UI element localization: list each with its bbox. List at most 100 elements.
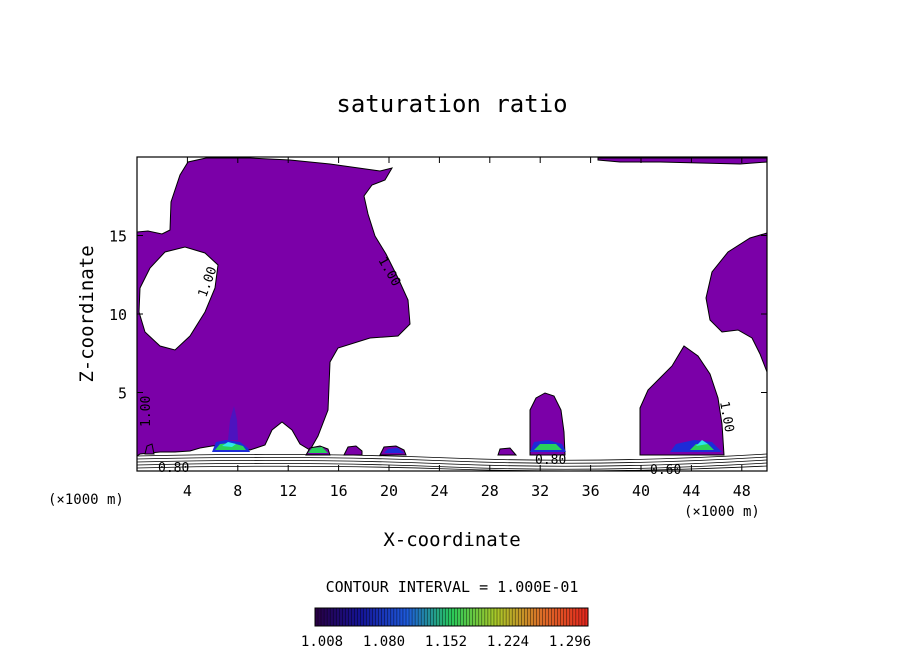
colorbar-swatch bbox=[406, 608, 410, 626]
colorbar-swatch bbox=[566, 608, 571, 626]
colorbar-swatch bbox=[339, 608, 343, 626]
colorbar-swatch bbox=[551, 608, 555, 626]
x-axis-label: X-coordinate bbox=[383, 529, 520, 551]
colorbar-swatch bbox=[475, 608, 480, 626]
x-tick-label: 28 bbox=[481, 482, 499, 500]
colorbar-swatch bbox=[469, 608, 474, 626]
colorbar-swatch bbox=[584, 608, 589, 626]
colorbar-swatch bbox=[536, 608, 540, 626]
colorbar-swatch bbox=[409, 608, 413, 626]
colorbar-swatch bbox=[433, 608, 437, 626]
colorbar-label: 1.080 bbox=[363, 634, 405, 650]
colorbar-swatch bbox=[430, 608, 434, 626]
y-axis-ticks: 5 10 15 bbox=[109, 228, 767, 403]
x-tick-label: 40 bbox=[632, 482, 650, 500]
colorbar-swatch bbox=[330, 608, 334, 626]
colorbar-swatch bbox=[363, 608, 367, 626]
colorbar-labels: 1.008 1.080 1.152 1.224 1.296 bbox=[301, 634, 591, 650]
colorbar-swatch bbox=[460, 608, 464, 626]
colorbar-swatch bbox=[533, 608, 537, 626]
colorbar-frame bbox=[314, 607, 589, 627]
colorbar-swatch bbox=[327, 608, 331, 626]
colorbar-swatch bbox=[557, 608, 561, 626]
colorbar-swatch bbox=[393, 608, 398, 626]
colorbar-swatch bbox=[318, 608, 322, 626]
colorbar-swatch bbox=[372, 608, 376, 626]
colorbar-swatch bbox=[399, 608, 404, 626]
colorbar-swatch bbox=[478, 608, 483, 626]
colorbar-swatch bbox=[539, 608, 543, 626]
y-axis-label: Z-coordinate bbox=[76, 245, 98, 382]
colorbar-swatch bbox=[503, 608, 507, 626]
colorbar-swatch bbox=[342, 608, 346, 626]
colorbar-swatch bbox=[369, 608, 373, 626]
saturated-region-33 bbox=[529, 392, 566, 456]
saturated-region-right-edge bbox=[705, 232, 768, 373]
low-level-contours bbox=[136, 453, 768, 472]
saturated-regions bbox=[136, 157, 768, 457]
colorbar-swatch bbox=[378, 608, 383, 626]
contour-label: 1.00 bbox=[716, 400, 736, 433]
saturated-blob-3 bbox=[343, 445, 363, 456]
colorbar-swatch bbox=[418, 608, 422, 626]
colorbar-swatch bbox=[487, 608, 492, 626]
x-tick-label: 4 bbox=[183, 482, 192, 500]
colorbar-swatch bbox=[518, 608, 522, 626]
colorbar-swatch bbox=[442, 608, 446, 626]
colorbar-swatch bbox=[315, 608, 319, 626]
colorbar-swatch bbox=[497, 608, 501, 626]
colorbar-swatch bbox=[360, 608, 364, 626]
colorbar-swatch bbox=[521, 608, 525, 626]
core-14-blue bbox=[308, 447, 328, 453]
colorbar-swatch bbox=[436, 608, 440, 626]
y-tick-label: 10 bbox=[109, 306, 127, 324]
colorbar-swatch bbox=[421, 608, 425, 626]
colorbar-swatch bbox=[412, 608, 416, 626]
colorbar-swatch bbox=[490, 608, 495, 626]
colorbar-swatch bbox=[427, 608, 431, 626]
saturated-region-main bbox=[136, 157, 411, 457]
contour-interval: CONTOUR INTERVAL = 1.000E-01 bbox=[326, 578, 579, 596]
colorbar-swatch bbox=[515, 608, 519, 626]
core-8-cyan bbox=[222, 442, 236, 447]
x-tick-label: 48 bbox=[733, 482, 751, 500]
colorbar-swatch bbox=[424, 608, 428, 626]
colorbar-swatch bbox=[390, 608, 395, 626]
colorbar-swatch bbox=[578, 608, 583, 626]
core-44-cyan bbox=[696, 440, 708, 446]
colorbar bbox=[314, 607, 589, 627]
colorbar-swatch bbox=[345, 608, 349, 626]
colorbar-swatch bbox=[500, 608, 504, 626]
x-tick-label: 20 bbox=[380, 482, 398, 500]
colorbar-swatch bbox=[575, 608, 580, 626]
x-unit-left: (×1000 m) bbox=[48, 492, 124, 508]
colorbar-swatch bbox=[493, 608, 498, 626]
x-tick-label: 12 bbox=[279, 482, 297, 500]
y-tick-label: 5 bbox=[118, 385, 127, 403]
y-tick-label: 15 bbox=[109, 228, 127, 246]
colorbar-swatch bbox=[569, 608, 574, 626]
colorbar-swatch bbox=[554, 608, 558, 626]
colorbar-swatch bbox=[472, 608, 477, 626]
core-8-plume bbox=[228, 406, 238, 440]
colorbar-swatch bbox=[348, 608, 352, 626]
colorbar-swatch bbox=[324, 608, 328, 626]
colorbar-swatch bbox=[530, 608, 534, 626]
colorbar-swatch bbox=[333, 608, 337, 626]
x-tick-label: 36 bbox=[582, 482, 600, 500]
colorbar-swatch bbox=[354, 608, 358, 626]
colorbar-label: 1.224 bbox=[487, 634, 529, 650]
contour-label: 0.80 bbox=[158, 461, 189, 476]
core-32-green bbox=[534, 444, 562, 450]
colorbar-swatch bbox=[366, 608, 370, 626]
x-unit-right: (×1000 m) bbox=[684, 504, 760, 520]
x-tick-label: 16 bbox=[330, 482, 348, 500]
saturated-blob-5 bbox=[497, 447, 518, 456]
colorbar-swatch bbox=[509, 608, 513, 626]
colorbar-swatch bbox=[445, 608, 449, 626]
x-tick-label: 44 bbox=[682, 482, 700, 500]
core-44-green bbox=[690, 444, 714, 450]
supersaturation-cores bbox=[212, 406, 722, 453]
colorbar-swatch bbox=[545, 608, 549, 626]
colorbar-swatch bbox=[560, 608, 565, 626]
